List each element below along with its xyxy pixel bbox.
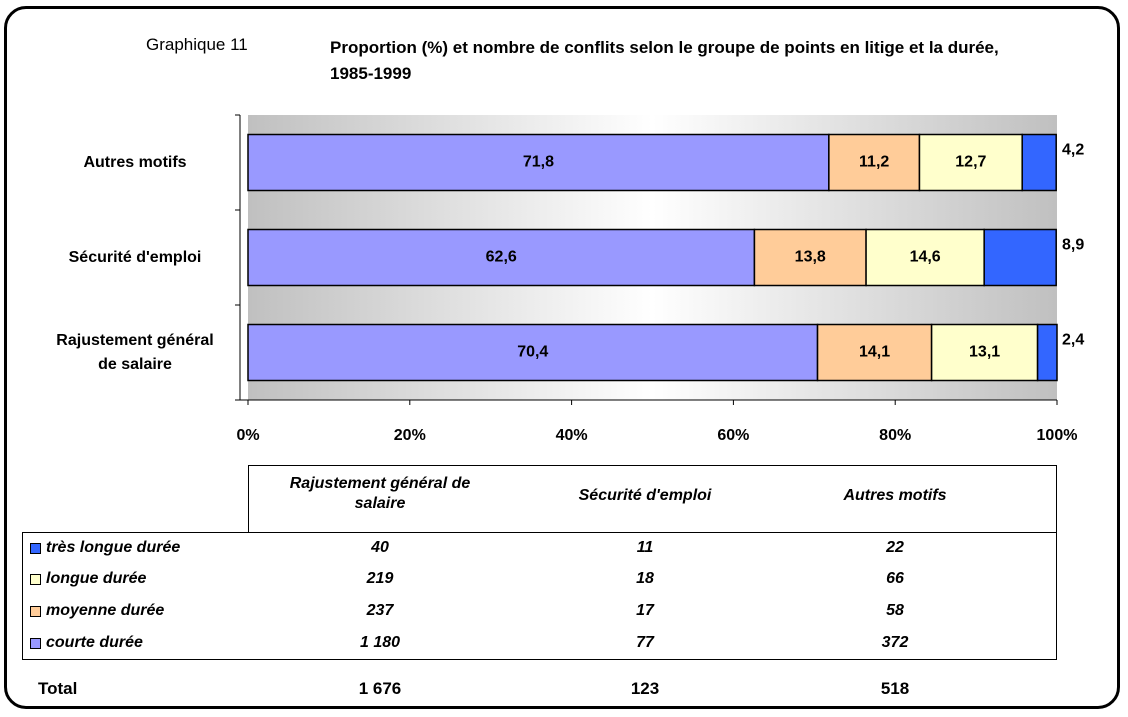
bar-segment — [983, 228, 1057, 287]
legend-entry: très longue durée — [30, 539, 180, 557]
x-tick-label: 80% — [879, 427, 911, 444]
bar-segment — [1021, 133, 1057, 192]
value-label: 12,7 — [955, 154, 986, 171]
table-cell: 11 — [636, 539, 654, 556]
value-label: 62,6 — [486, 249, 517, 266]
x-tick-label: 20% — [394, 427, 426, 444]
chart-title: Proportion (%) et nombre de conflits sel… — [330, 38, 999, 83]
x-tick-label: 100% — [1037, 427, 1078, 444]
table-column-header: Sécurité d'emploi — [578, 487, 712, 504]
frame — [4, 6, 1120, 709]
bar-segment — [247, 228, 756, 287]
table-cell: 219 — [366, 570, 394, 587]
table-cell: 1 180 — [359, 634, 401, 651]
bar-segment — [865, 228, 985, 287]
value-label: 2,4 — [1062, 332, 1084, 349]
table-cell: 58 — [886, 602, 904, 619]
bar-segment — [247, 133, 830, 192]
table-cell: 237 — [366, 602, 394, 619]
bar-segment — [753, 228, 867, 287]
legend-swatch — [30, 605, 41, 617]
category-label: Sécurité d'emploi — [68, 248, 202, 266]
total-cell: 1 676 — [358, 679, 402, 698]
legend-label: moyenne durée — [46, 602, 165, 619]
legend-entry: moyenne durée — [30, 602, 164, 620]
x-tick-label: 60% — [717, 427, 749, 444]
subtitle: Graphique 11 — [146, 35, 248, 54]
legend-label: très longue durée — [46, 539, 181, 556]
category-label: Autres motifs — [83, 153, 187, 171]
legend-entry: longue durée — [30, 570, 146, 588]
total-label: Total — [38, 679, 78, 698]
legend-entry: courte durée — [30, 634, 143, 652]
value-label: 13,1 — [969, 344, 1000, 361]
table-cell: 18 — [636, 570, 654, 587]
table-cell: 40 — [371, 539, 389, 556]
total-cell: 123 — [630, 679, 660, 698]
total-cell: 518 — [880, 679, 910, 698]
table-cell: 372 — [881, 634, 909, 651]
value-label: 71,8 — [523, 154, 554, 171]
value-label: 14,1 — [859, 344, 890, 361]
table-cell: 77 — [636, 634, 654, 651]
value-label: 13,8 — [795, 249, 826, 266]
value-label: 70,4 — [517, 344, 548, 361]
table-header — [248, 465, 1057, 532]
table-body — [22, 532, 1057, 660]
table-column-header: Autres motifs — [843, 487, 947, 504]
value-label: 4,2 — [1062, 142, 1084, 159]
table-cell: 66 — [886, 570, 904, 587]
value-label: 8,9 — [1062, 237, 1084, 254]
bar-segment — [1036, 323, 1058, 382]
value-label: 14,6 — [910, 249, 941, 266]
legend-swatch — [30, 542, 41, 554]
legend-label: courte durée — [46, 634, 143, 651]
legend-swatch — [30, 573, 41, 585]
table-cell: 22 — [886, 539, 904, 556]
table-cell: 17 — [636, 602, 654, 619]
legend-label: longue durée — [46, 570, 147, 587]
table-column-header: Rajustement général de salaire — [289, 475, 471, 512]
x-tick-label: 40% — [556, 427, 588, 444]
category-label: Rajustement général de salaire — [56, 331, 214, 373]
legend-swatch — [30, 637, 41, 649]
x-tick-label: 0% — [236, 427, 259, 444]
value-label: 11,2 — [859, 154, 889, 171]
